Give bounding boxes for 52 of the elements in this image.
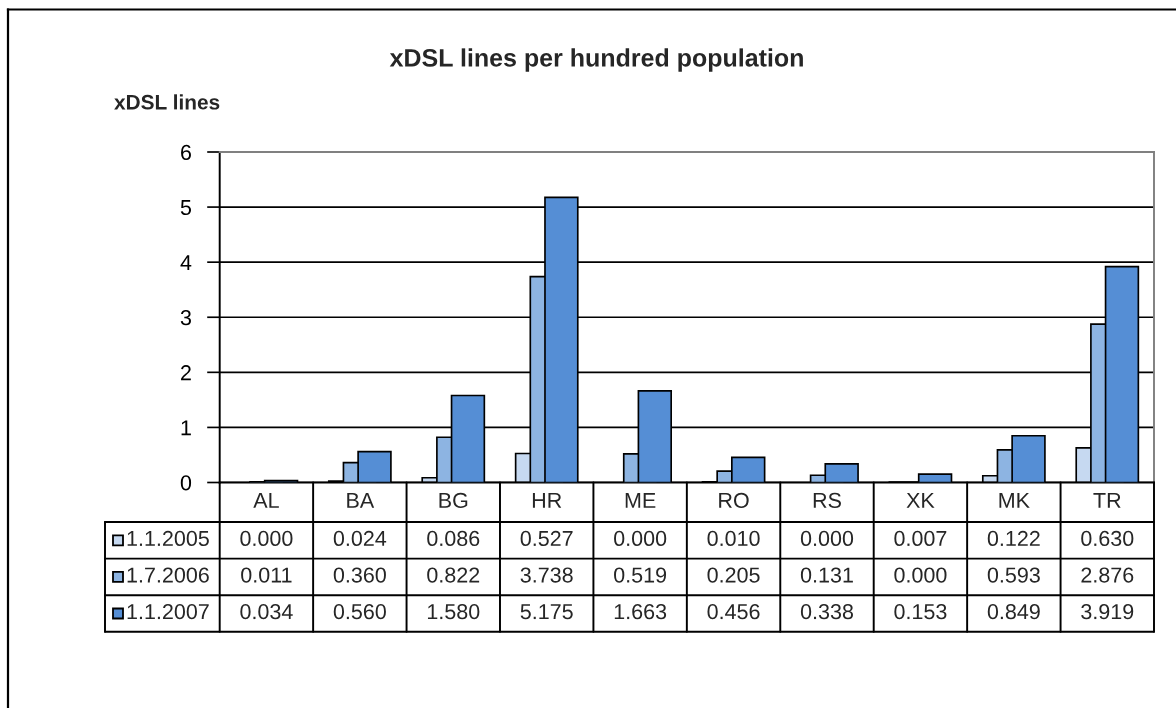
data-label: 0.034 bbox=[240, 604, 293, 620]
y-axis-title: xDSL lines bbox=[114, 94, 220, 110]
data-label: 0.000 bbox=[800, 530, 854, 547]
data-label: 0.000 bbox=[240, 530, 293, 547]
x-tick-label: AL bbox=[253, 493, 279, 508]
legend-label: 1.1.2007 bbox=[127, 604, 209, 620]
data-label: 0.456 bbox=[707, 604, 760, 620]
data-label: 0.086 bbox=[427, 530, 480, 547]
data-label: 1.580 bbox=[427, 604, 480, 620]
data-label: 0.000 bbox=[614, 530, 667, 547]
y-tick-label: 5 bbox=[180, 200, 192, 216]
data-label: 0.630 bbox=[1081, 530, 1134, 547]
legend-label: 1.1.2005 bbox=[127, 530, 209, 547]
data-label: 0.338 bbox=[800, 604, 853, 620]
data-label: 5.175 bbox=[520, 604, 573, 620]
data-label: 0.153 bbox=[894, 604, 947, 620]
data-label: 0.849 bbox=[987, 604, 1040, 620]
y-tick-label: 3 bbox=[180, 310, 191, 326]
data-label: 1.663 bbox=[614, 604, 667, 620]
data-label: 2.876 bbox=[1081, 567, 1134, 583]
chart-title: xDSL lines per hundred population bbox=[389, 48, 803, 72]
x-tick-label: BG bbox=[439, 492, 468, 509]
data-label: 0.822 bbox=[427, 567, 480, 583]
x-tick-label: HR bbox=[532, 493, 562, 508]
x-tick-label: MK bbox=[999, 493, 1030, 508]
data-label: 0.131 bbox=[800, 567, 853, 583]
data-label: 0.122 bbox=[987, 530, 1040, 547]
data-label: 0.010 bbox=[707, 530, 760, 547]
data-label: 0.593 bbox=[987, 567, 1040, 583]
legend-label: 1.7.2006 bbox=[127, 567, 209, 583]
y-tick-label: 1 bbox=[181, 420, 191, 436]
x-tick-label: RS bbox=[813, 492, 841, 509]
data-label: 0.000 bbox=[894, 567, 947, 583]
data-label: 0.007 bbox=[894, 530, 947, 547]
y-tick-label: 0 bbox=[180, 475, 192, 491]
x-tick-label: ME bbox=[625, 493, 656, 508]
data-label: 0.011 bbox=[241, 567, 292, 583]
y-tick-label: 6 bbox=[181, 144, 191, 161]
data-label: 3.738 bbox=[520, 567, 573, 583]
data-label: 0.024 bbox=[333, 530, 387, 547]
data-label: 0.360 bbox=[333, 567, 386, 583]
y-tick-label: 4 bbox=[180, 255, 192, 270]
y-tick-label: 2 bbox=[181, 365, 191, 381]
data-label: 0.205 bbox=[707, 567, 760, 583]
data-label: 0.519 bbox=[614, 567, 667, 583]
x-tick-label: RO bbox=[719, 492, 749, 509]
data-label: 3.919 bbox=[1081, 604, 1134, 620]
data-label: 0.560 bbox=[333, 604, 386, 620]
data-label: 0.527 bbox=[520, 530, 573, 547]
x-tick-label: XK bbox=[906, 493, 935, 508]
x-tick-label: BA bbox=[347, 493, 375, 508]
x-tick-label: TR bbox=[1093, 493, 1121, 508]
